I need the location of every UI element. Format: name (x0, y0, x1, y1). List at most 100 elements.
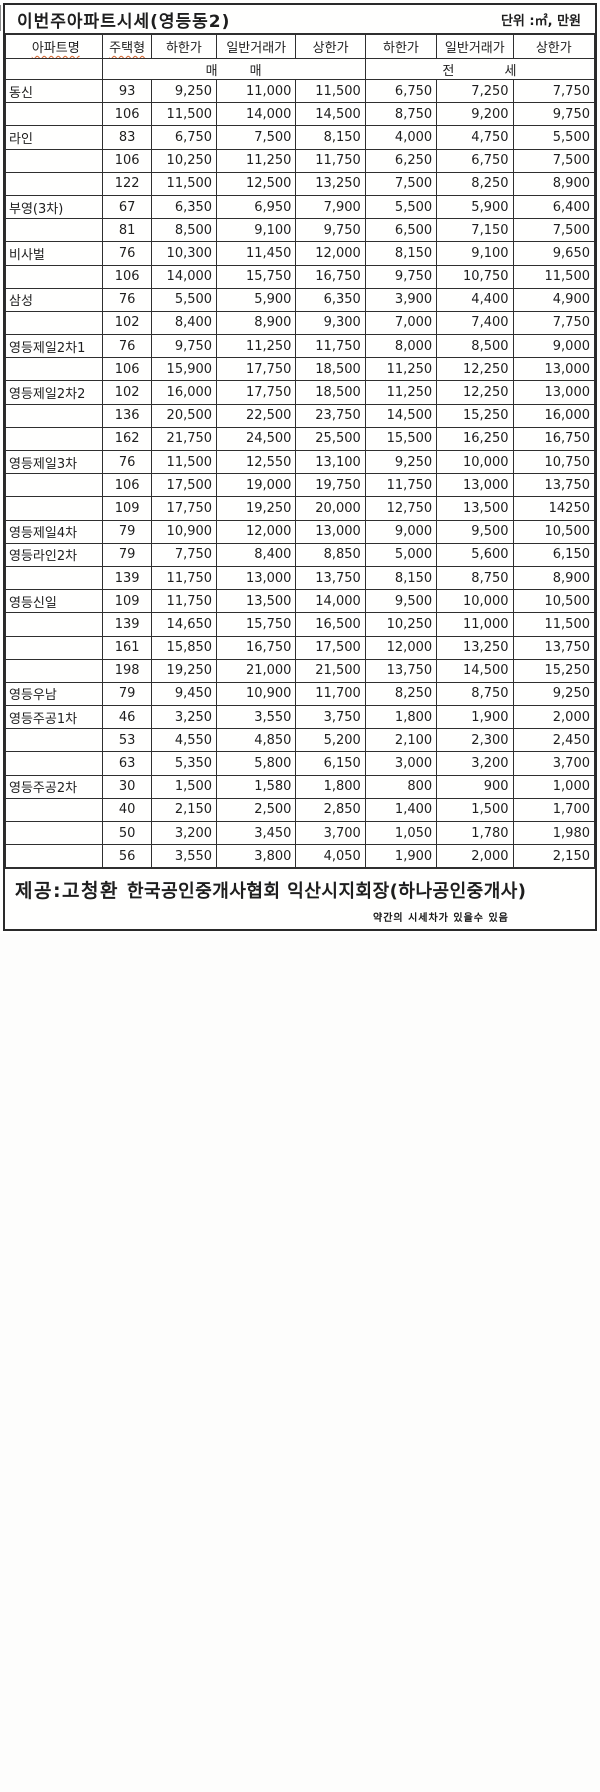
price-cell: 9,500 (364, 589, 438, 614)
type-cell: 136 (102, 403, 152, 428)
price-cell: 10,900 (150, 519, 218, 544)
table-row: 삼성 76 5,500 5,900 6,350 3,900 4,400 4,900 (4, 287, 596, 312)
price-cell: 15,250 (436, 403, 514, 428)
price-cell: 10,500 (512, 589, 596, 614)
price-cell: 8,500 (150, 218, 218, 243)
price-cell: 5,500 (150, 287, 218, 312)
type-cell: 109 (102, 589, 152, 614)
price-cell: 3,000 (364, 751, 438, 776)
price-cell: 1,900 (436, 705, 514, 730)
price-cell: 11,000 (216, 78, 297, 104)
price-cell: 15,750 (216, 612, 297, 637)
price-cell: 11,250 (364, 357, 438, 382)
apt-name-cell: 영등주공1차 (4, 705, 104, 730)
table-row: 동신 93 9,250 11,000 11,500 6,750 7,250 7,750 (4, 78, 596, 104)
price-cell: 3,700 (512, 751, 596, 776)
column-header-type: 주택형 (102, 34, 152, 59)
price-cell: 9,250 (512, 681, 596, 707)
column-header-label: 아파트명 (31, 41, 80, 56)
price-cell: 11,250 (216, 148, 297, 173)
price-cell: 9,750 (150, 334, 218, 359)
price-cell: 14,000 (295, 589, 366, 614)
table-row: 40 2,150 2,500 2,850 1,400 1,500 1,700 (4, 797, 596, 823)
price-cell: 3,800 (216, 844, 297, 869)
price-cell: 4,000 (364, 125, 438, 150)
price-cell: 7,250 (436, 78, 514, 104)
price-cell: 8,900 (512, 565, 596, 591)
price-cell: 3,200 (436, 751, 514, 776)
apt-name-cell (4, 820, 104, 846)
price-cell: 4,900 (512, 287, 596, 312)
price-cell: 8,400 (216, 542, 297, 567)
type-cell: 102 (102, 310, 152, 336)
price-cell: 11,250 (364, 380, 438, 405)
price-cell: 2,450 (512, 728, 596, 753)
apt-name-cell: 영등제일2차1 (4, 334, 104, 359)
price-cell: 4,750 (436, 125, 514, 150)
price-cell: 17,750 (150, 496, 218, 521)
price-cell: 11,500 (512, 612, 596, 637)
apt-name-cell: 영등라인2차 (4, 542, 104, 567)
apt-name-cell (4, 751, 104, 776)
price-cell: 8,900 (216, 310, 297, 336)
price-cell: 9,100 (436, 241, 514, 266)
scan-artifact (0, 5, 1, 31)
table-row: 81 8,500 9,100 9,750 6,500 7,150 7,500 (4, 218, 596, 243)
price-cell: 2,850 (295, 797, 366, 823)
price-cell: 11,450 (216, 241, 297, 266)
apt-name-cell (4, 264, 104, 289)
price-cell: 18,500 (295, 357, 366, 382)
price-cell: 8,250 (364, 681, 438, 707)
type-cell: 106 (102, 473, 152, 498)
price-cell: 8,750 (436, 565, 514, 591)
price-cell: 21,000 (216, 658, 297, 683)
price-cell: 7,750 (150, 542, 218, 567)
price-cell: 1,700 (512, 797, 596, 823)
type-cell: 81 (102, 218, 152, 243)
price-cell: 3,250 (150, 705, 218, 730)
type-cell: 53 (102, 728, 152, 753)
price-cell: 7,150 (436, 218, 514, 243)
price-cell: 1,980 (512, 820, 596, 846)
price-cell: 6,250 (364, 148, 438, 173)
price-cell: 17,750 (216, 380, 297, 405)
table-row: 198 19,250 21,000 21,500 13,750 14,500 15,250 (4, 658, 596, 683)
column-header-sale-normal: 일반거래가 (216, 34, 297, 59)
price-cell: 14,000 (150, 264, 218, 289)
table-row: 영등제일2차1 76 9,750 11,250 11,750 8,000 8,500 9,00… (4, 334, 596, 359)
price-cell: 16,750 (295, 264, 366, 289)
type-cell: 122 (102, 171, 152, 196)
price-cell: 14,500 (364, 403, 438, 428)
price-cell: 11,750 (150, 589, 218, 614)
type-cell: 139 (102, 612, 152, 637)
price-cell: 5,900 (216, 287, 297, 312)
price-cell: 1,000 (512, 774, 596, 799)
price-cell: 1,800 (295, 774, 366, 799)
price-cell: 19,000 (216, 473, 297, 498)
price-cell: 12,000 (364, 635, 438, 660)
type-cell: 79 (102, 519, 152, 544)
apt-name-cell (4, 635, 104, 660)
price-cell: 10,300 (150, 241, 218, 266)
price-cell: 6,750 (364, 78, 438, 104)
price-cell: 8,150 (364, 565, 438, 591)
price-cell: 1,400 (364, 797, 438, 823)
price-cell: 10,750 (512, 449, 596, 475)
apt-name-cell (4, 473, 104, 498)
price-cell: 2,500 (216, 797, 297, 823)
price-cell: 11,750 (295, 334, 366, 359)
price-cell: 15,250 (512, 658, 596, 683)
type-cell: 106 (102, 357, 152, 382)
price-cell: 6,750 (150, 125, 218, 150)
price-cell: 12,000 (295, 241, 366, 266)
table-row: 56 3,550 3,800 4,050 1,900 2,000 2,150 (4, 844, 596, 869)
price-cell: 1,500 (150, 774, 218, 799)
price-cell: 16,500 (295, 612, 366, 637)
type-cell: 162 (102, 426, 152, 452)
price-cell: 17,500 (295, 635, 366, 660)
price-cell: 11,750 (150, 565, 218, 591)
price-cell: 10,000 (436, 589, 514, 614)
price-cell: 13,250 (295, 171, 366, 196)
price-cell: 2,000 (512, 705, 596, 730)
apt-name-cell (4, 496, 104, 521)
